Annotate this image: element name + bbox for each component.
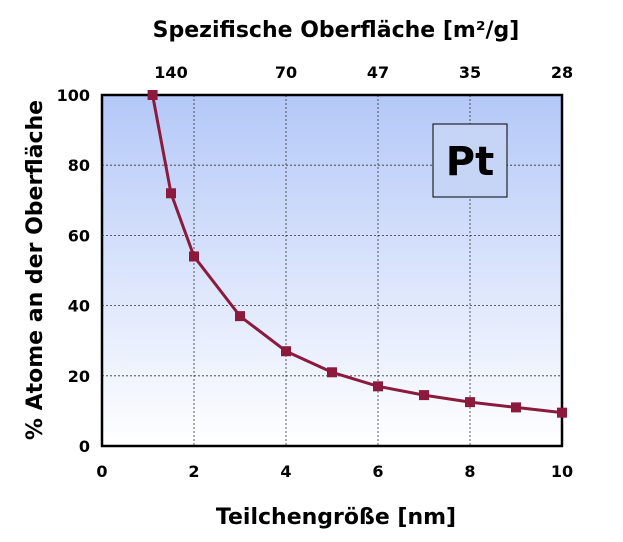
pt-badge-label: Pt bbox=[446, 139, 494, 185]
x-tick-label: 10 bbox=[551, 462, 573, 481]
data-point bbox=[557, 407, 567, 418]
x2-tick-label: 35 bbox=[459, 63, 481, 82]
data-point bbox=[281, 346, 291, 357]
y-tick-label: 40 bbox=[68, 297, 90, 316]
data-point bbox=[327, 367, 337, 378]
data-point bbox=[189, 251, 199, 262]
y-tick-label: 20 bbox=[68, 367, 90, 386]
data-point bbox=[465, 397, 475, 408]
data-point bbox=[373, 381, 383, 392]
y-tick-label: 100 bbox=[57, 86, 90, 105]
x2-axis-title: Spezifische Oberfläche [m²/g] bbox=[153, 18, 520, 43]
x-tick-label: 6 bbox=[372, 462, 383, 481]
data-point bbox=[166, 188, 176, 199]
x-tick-label: 4 bbox=[280, 462, 291, 481]
plot-frame bbox=[100, 93, 564, 448]
series-layer bbox=[147, 90, 567, 418]
x2-tick-label: 70 bbox=[275, 63, 297, 82]
x-tick-label: 8 bbox=[464, 462, 475, 481]
pt-badge: Pt bbox=[432, 123, 508, 198]
x-axis-title: Teilchengröße [nm] bbox=[216, 505, 456, 530]
y-tick-label: 0 bbox=[79, 437, 90, 456]
y-tick-label: 80 bbox=[68, 156, 90, 175]
x-tick-label: 2 bbox=[188, 462, 199, 481]
data-point bbox=[511, 402, 521, 413]
x2-tick-label: 140 bbox=[154, 63, 187, 82]
x2-tick-label: 28 bbox=[551, 63, 573, 82]
x-tick-label: 0 bbox=[96, 462, 107, 481]
data-point bbox=[235, 311, 245, 322]
y-tick-label: 60 bbox=[68, 226, 90, 245]
data-point bbox=[419, 390, 429, 401]
x2-tick-label: 47 bbox=[367, 63, 389, 82]
data-point bbox=[147, 90, 158, 100]
pt-badge-box bbox=[432, 123, 508, 198]
y-axis-title: % Atome an der Oberfläche bbox=[23, 100, 48, 440]
